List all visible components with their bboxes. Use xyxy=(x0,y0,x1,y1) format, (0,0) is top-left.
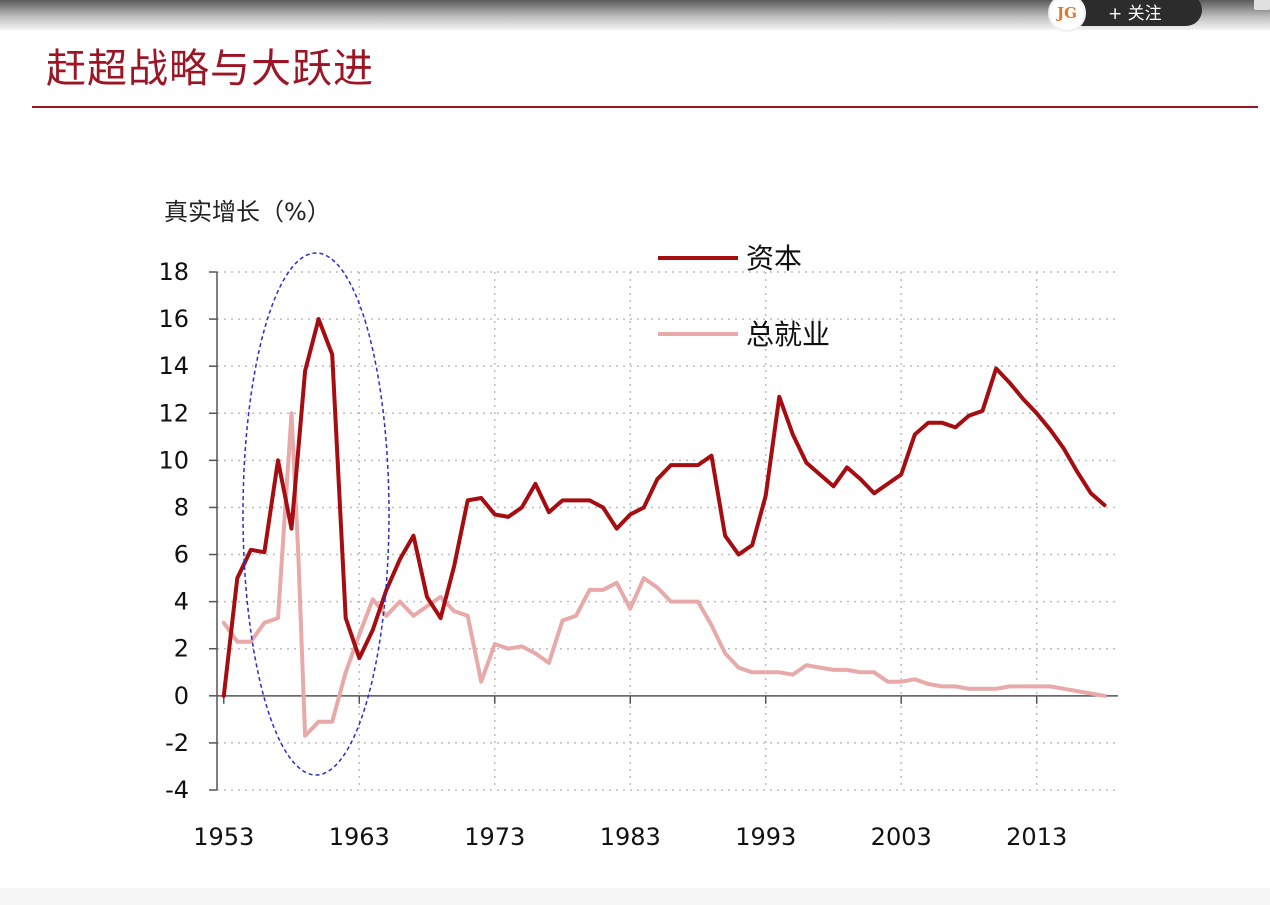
x-tick-label: 2003 xyxy=(871,823,932,851)
y-tick-label: 4 xyxy=(174,588,189,616)
title-divider xyxy=(32,106,1258,108)
x-tick-label: 1953 xyxy=(193,823,254,851)
legend-label: 总就业 xyxy=(746,318,830,351)
y-tick-label: 6 xyxy=(174,541,189,569)
x-tick-label: 1973 xyxy=(464,823,525,851)
follow-label: + 关注 xyxy=(1108,3,1162,24)
y-tick-label: 14 xyxy=(158,352,189,380)
y-tick-label: 12 xyxy=(158,399,189,427)
legend-label: 资本 xyxy=(746,242,802,275)
employment-series-line xyxy=(221,411,1107,738)
capital-series-line xyxy=(221,317,1107,698)
y-tick-label: -4 xyxy=(165,776,189,804)
highlight-ellipse-shape xyxy=(242,252,390,776)
y-tick-label: 10 xyxy=(158,446,189,474)
x-tick-label: 1963 xyxy=(329,823,390,851)
y-axis-title: 真实增长（%） xyxy=(164,198,331,226)
x-tick-label: 2013 xyxy=(1006,823,1067,851)
x-tick-label: 1993 xyxy=(735,823,796,851)
bottom-strip xyxy=(0,888,1270,905)
y-tick-label: 16 xyxy=(158,305,189,333)
menu-icon[interactable] xyxy=(1254,0,1270,10)
y-tick-label: 2 xyxy=(174,635,189,663)
follow-button[interactable]: JG + 关注 xyxy=(1048,0,1202,32)
y-tick-label: -2 xyxy=(165,729,189,757)
y-tick-label: 0 xyxy=(174,682,189,710)
avatar-icon[interactable]: JG xyxy=(1048,0,1086,32)
y-tick-label: 18 xyxy=(158,258,189,286)
x-tick-label: 1983 xyxy=(600,823,661,851)
y-tick-label: 8 xyxy=(174,493,189,521)
series-lines xyxy=(221,317,1107,738)
slide-title: 赶超战略与大跃进 xyxy=(46,46,374,92)
highlight-ellipse xyxy=(242,252,390,776)
avatar-text: JG xyxy=(1057,4,1077,22)
grid-lines xyxy=(217,271,1118,791)
